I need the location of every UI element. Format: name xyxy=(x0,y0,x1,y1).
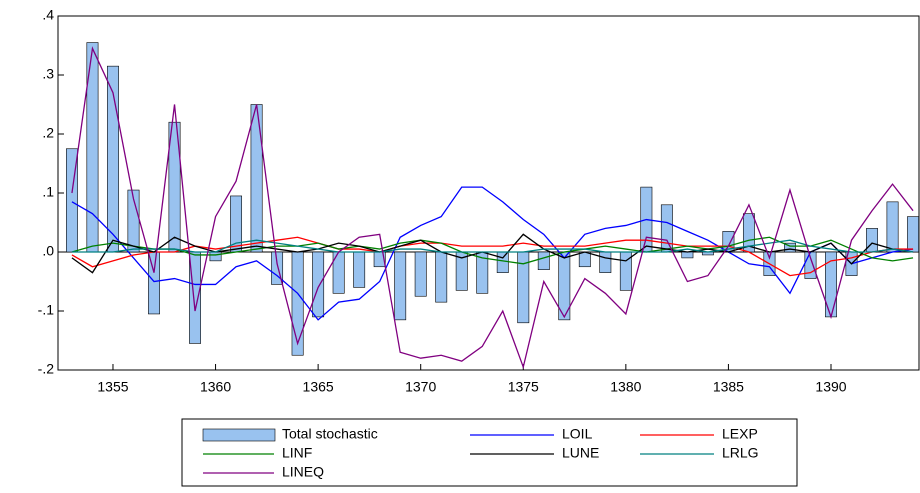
y-tick-label: -.2 xyxy=(38,361,55,377)
y-tick-label: .4 xyxy=(42,7,54,23)
series-line xyxy=(71,186,914,321)
series-line xyxy=(71,239,914,253)
x-tick-label: 1360 xyxy=(200,379,231,395)
series-line xyxy=(71,46,914,370)
bar xyxy=(681,251,694,259)
series-line xyxy=(71,236,914,277)
bar xyxy=(435,251,448,303)
x-tick-label: 1370 xyxy=(405,379,436,395)
x-tick-label: 1365 xyxy=(303,379,334,395)
x-tick-label: 1385 xyxy=(713,379,744,395)
y-tick-label: .3 xyxy=(42,66,54,82)
bar xyxy=(907,216,919,253)
legend-label: LEXP xyxy=(722,426,758,442)
bar xyxy=(496,251,509,273)
y-tick-label: .1 xyxy=(42,184,54,200)
bar xyxy=(353,251,366,288)
y-tick-label: .0 xyxy=(42,243,54,259)
bar xyxy=(271,251,284,285)
bar xyxy=(886,201,899,253)
series-line xyxy=(71,236,914,265)
bar xyxy=(312,251,325,318)
x-tick-label: 1355 xyxy=(97,379,128,395)
x-tick-label: 1380 xyxy=(610,379,641,395)
bar xyxy=(537,251,550,271)
legend-label: LINEQ xyxy=(282,464,324,480)
y-tick-label: -.1 xyxy=(38,302,55,318)
series-line xyxy=(71,233,914,274)
legend-label: LINF xyxy=(282,445,312,461)
bar xyxy=(784,242,796,253)
legend-label: LOIL xyxy=(562,426,593,442)
bar xyxy=(866,228,878,253)
bar xyxy=(148,251,160,315)
bar xyxy=(599,251,612,273)
bar xyxy=(578,251,591,268)
plot-frame xyxy=(57,15,920,371)
bar xyxy=(209,251,222,262)
bar xyxy=(394,251,407,321)
bar xyxy=(250,104,263,253)
y-tick-label: .2 xyxy=(42,125,54,141)
legend-label: Total stochastic xyxy=(282,426,378,442)
legend-box xyxy=(181,418,798,487)
bar xyxy=(660,204,673,253)
bar xyxy=(291,251,304,356)
legend-label: LRLG xyxy=(722,445,759,461)
legend-label: LUNE xyxy=(562,445,599,461)
x-tick-label: 1375 xyxy=(508,379,539,395)
x-tick-label: 1390 xyxy=(815,379,846,395)
bar xyxy=(414,251,427,297)
legend-swatch xyxy=(202,428,276,442)
